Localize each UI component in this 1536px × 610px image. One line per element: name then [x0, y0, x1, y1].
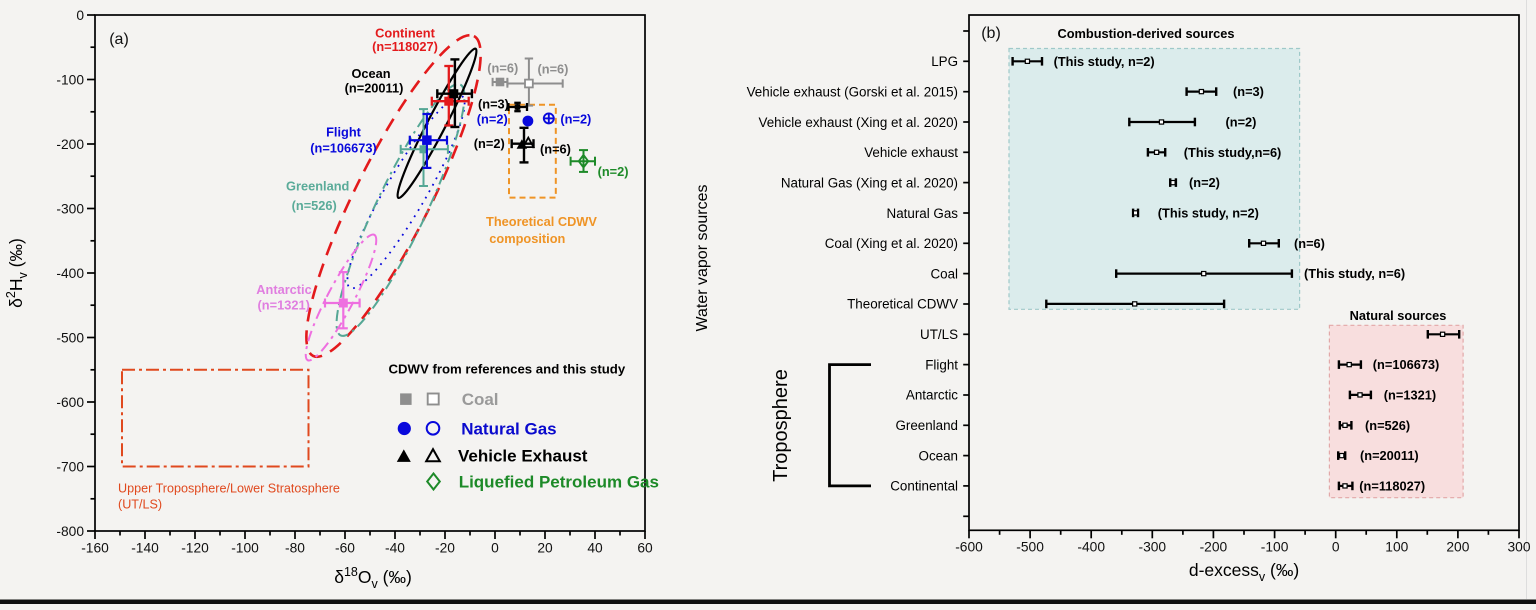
svg-text:(n=106673): (n=106673): [1373, 357, 1440, 372]
svg-text:200: 200: [1446, 540, 1469, 555]
svg-text:(n=2): (n=2): [474, 136, 505, 151]
svg-text:Continental: Continental: [890, 479, 958, 494]
svg-text:(n=3): (n=3): [1233, 84, 1264, 99]
svg-text:(n=1321): (n=1321): [258, 298, 310, 313]
svg-text:(This study,n=6): (This study,n=6): [1184, 145, 1282, 160]
svg-text:Water vapor sources: Water vapor sources: [694, 184, 711, 331]
svg-text:Coal (Xing et al. 2020): Coal (Xing et al. 2020): [825, 236, 958, 251]
svg-text:-200: -200: [56, 137, 84, 152]
svg-text:Troposphere: Troposphere: [770, 369, 792, 482]
svg-text:(n=2): (n=2): [1226, 115, 1257, 130]
svg-text:-80: -80: [285, 541, 305, 556]
svg-text:-600: -600: [955, 540, 983, 555]
svg-text:Theoretical CDWV: Theoretical CDWV: [847, 297, 958, 312]
svg-text:-800: -800: [56, 524, 84, 539]
svg-text:Liquefied Petroleum Gas: Liquefied Petroleum Gas: [459, 473, 659, 492]
svg-text:Antarctic: Antarctic: [256, 282, 311, 297]
svg-text:Ocean: Ocean: [351, 66, 390, 81]
svg-text:-400: -400: [1077, 540, 1105, 555]
svg-text:CDWV from references and this: CDWV from references and this study: [389, 361, 626, 376]
svg-text:40: 40: [587, 541, 603, 556]
svg-text:Flight: Flight: [326, 124, 362, 139]
svg-text:Coal: Coal: [930, 266, 958, 281]
svg-text:(n=6): (n=6): [487, 61, 518, 76]
svg-text:300: 300: [1507, 540, 1530, 555]
svg-text:(n=6): (n=6): [540, 141, 571, 156]
svg-text:Theoretical CDWV: Theoretical CDWV: [486, 214, 597, 229]
svg-text:-300: -300: [1138, 540, 1166, 555]
svg-text:Greenland: Greenland: [895, 418, 958, 433]
svg-text:(n=118027): (n=118027): [1359, 479, 1425, 494]
svg-text:UT/LS: UT/LS: [920, 327, 958, 342]
svg-text:(This study, n=6): (This study, n=6): [1304, 266, 1405, 281]
svg-text:0: 0: [491, 541, 499, 556]
svg-text:-500: -500: [56, 330, 84, 345]
svg-text:LPG: LPG: [931, 54, 958, 69]
svg-text:Natural Gas (Xing et al. 2020): Natural Gas (Xing et al. 2020): [781, 175, 958, 190]
svg-text:-160: -160: [81, 541, 109, 556]
svg-text:Vehicle exhaust (Xing et al. 2: Vehicle exhaust (Xing et al. 2020): [759, 115, 959, 130]
svg-text:Greenland: Greenland: [286, 178, 349, 193]
svg-text:Antarctic: Antarctic: [906, 388, 958, 403]
svg-text:composition: composition: [489, 231, 565, 246]
svg-text:(n=2): (n=2): [1189, 175, 1220, 190]
svg-text:Continent: Continent: [375, 25, 435, 40]
svg-text:-300: -300: [56, 201, 84, 216]
svg-text:60: 60: [637, 541, 653, 556]
svg-text:(n=2): (n=2): [598, 164, 629, 179]
svg-text:0: 0: [1332, 540, 1340, 555]
svg-text:(n=2): (n=2): [477, 112, 508, 127]
svg-text:-100: -100: [1261, 540, 1289, 555]
svg-text:-600: -600: [56, 395, 84, 410]
svg-text:(UT/LS): (UT/LS): [118, 498, 162, 512]
svg-text:Natural Gas: Natural Gas: [887, 206, 959, 221]
svg-text:-400: -400: [56, 266, 84, 281]
svg-text:-40: -40: [385, 541, 405, 556]
svg-text:(n=526): (n=526): [1365, 418, 1410, 433]
svg-text:-100: -100: [56, 72, 84, 87]
svg-text:-140: -140: [131, 541, 159, 556]
svg-text:(n=3): (n=3): [478, 97, 509, 112]
svg-text:(This study, n=2): (This study, n=2): [1054, 54, 1155, 69]
svg-text:Coal: Coal: [462, 390, 499, 409]
svg-text:(n=6): (n=6): [1294, 236, 1325, 251]
svg-text:20: 20: [537, 541, 553, 556]
svg-text:Upper Troposphere/Lower Strato: Upper Troposphere/Lower Stratosphere: [118, 482, 340, 496]
svg-text:(b): (b): [981, 25, 1001, 42]
svg-text:Ocean: Ocean: [919, 448, 958, 463]
svg-text:100: 100: [1385, 540, 1408, 555]
svg-text:(n=1321): (n=1321): [1384, 388, 1436, 403]
svg-text:(n=20011): (n=20011): [1360, 448, 1419, 463]
svg-text:Vehicle exhaust: Vehicle exhaust: [864, 145, 958, 160]
svg-text:(n=2): (n=2): [560, 112, 591, 127]
svg-text:0: 0: [76, 8, 84, 23]
svg-text:(This study, n=2): (This study, n=2): [1158, 206, 1259, 221]
svg-text:-60: -60: [335, 541, 355, 556]
svg-text:Natural sources: Natural sources: [1350, 308, 1447, 323]
svg-text:Vehicle exhaust (Gorski et al.: Vehicle exhaust (Gorski et al. 2015): [747, 84, 958, 99]
svg-text:(n=20011): (n=20011): [345, 81, 404, 96]
svg-text:-700: -700: [56, 459, 84, 474]
svg-text:Vehicle Exhaust: Vehicle Exhaust: [458, 447, 588, 466]
svg-text:Natural Gas: Natural Gas: [461, 420, 556, 439]
svg-text:-100: -100: [231, 541, 259, 556]
svg-text:-20: -20: [435, 541, 455, 556]
svg-text:(n=6): (n=6): [538, 62, 569, 77]
svg-text:Flight: Flight: [925, 357, 958, 372]
svg-text:Combustion-derived sources: Combustion-derived sources: [1057, 26, 1234, 41]
svg-text:(n=118027): (n=118027): [372, 39, 438, 54]
svg-text:-500: -500: [1016, 540, 1044, 555]
svg-text:(n=106673): (n=106673): [310, 140, 377, 155]
svg-text:-120: -120: [181, 541, 209, 556]
svg-text:(n=526): (n=526): [292, 198, 337, 213]
svg-text:-200: -200: [1200, 540, 1228, 555]
svg-text:(a): (a): [109, 31, 129, 48]
